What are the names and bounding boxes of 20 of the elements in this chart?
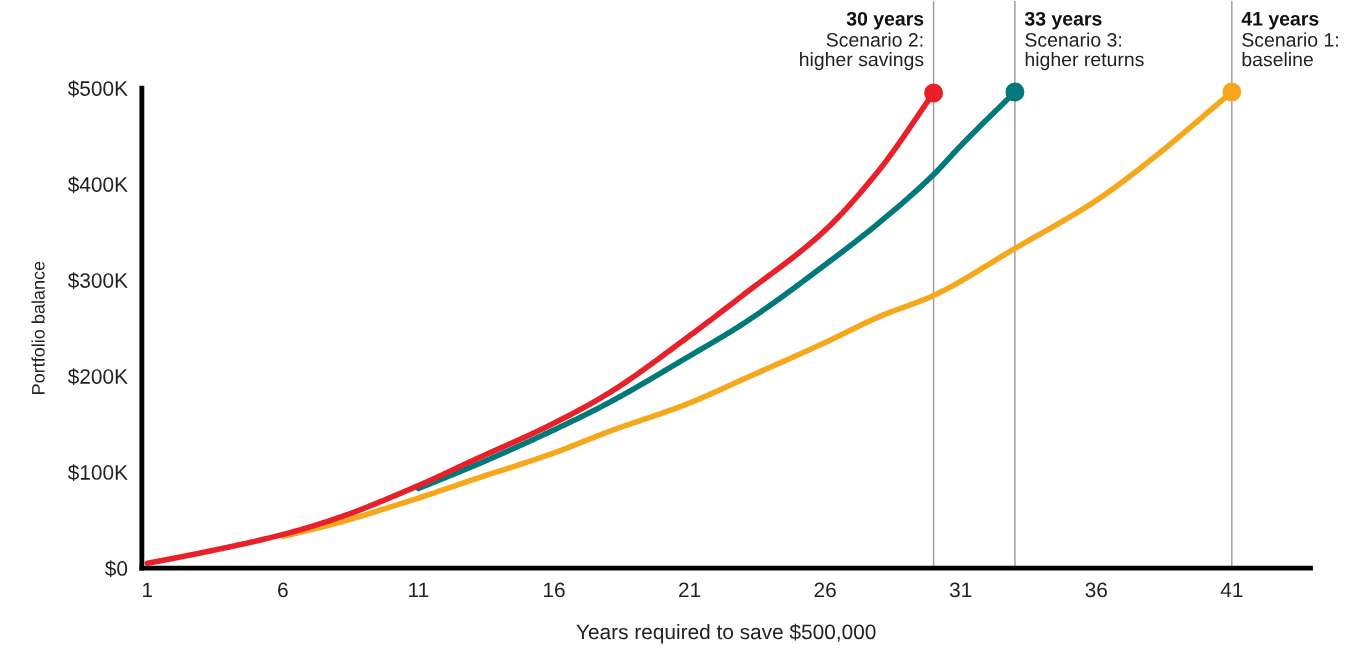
x-tick-label: 36 bbox=[1085, 582, 1107, 598]
x-tick-label: 1 bbox=[143, 582, 153, 598]
y-tick-label: $200K bbox=[67, 368, 128, 386]
x-tick-label: 26 bbox=[814, 582, 836, 598]
x-tick-label: 41 bbox=[1220, 582, 1243, 598]
y-tick-label: $400K bbox=[67, 176, 128, 194]
y-tick-label: $100K bbox=[67, 464, 128, 482]
y-axis-title: Portfolio balance bbox=[31, 261, 45, 394]
y-tick-label: $300K bbox=[67, 272, 128, 290]
x-tick-label: 21 bbox=[679, 582, 701, 598]
x-axis-title: Years required to save $500,000 bbox=[576, 623, 876, 644]
x-tick-label: 31 bbox=[949, 582, 972, 598]
x-tick-label: 16 bbox=[543, 582, 565, 598]
x-tick-label: 6 bbox=[278, 582, 288, 598]
ref-line-label: 30 years Scenario 2: higher savings bbox=[800, 11, 924, 71]
ref-line-label: 33 years Scenario 3: higher returns bbox=[1024, 11, 1144, 71]
ref-line-label: 41 years Scenario 1: baseline bbox=[1241, 12, 1338, 67]
x-tick-label: 11 bbox=[409, 582, 429, 598]
y-tick-label: $500K bbox=[67, 80, 128, 98]
y-tick-label: $0 bbox=[105, 560, 128, 578]
